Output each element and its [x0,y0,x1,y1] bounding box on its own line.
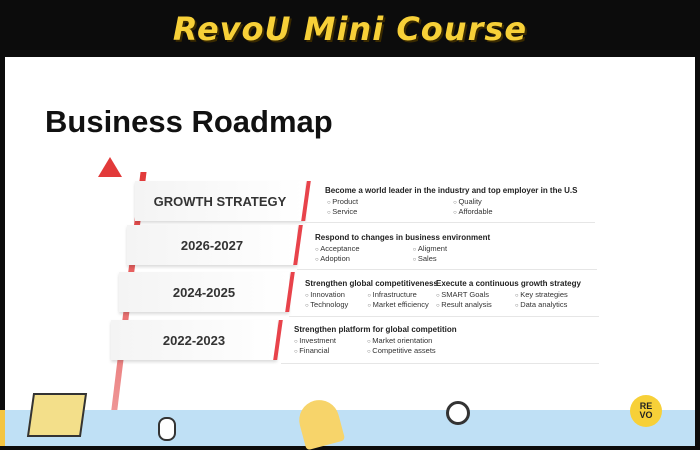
bullet-item: Aligment [413,244,491,253]
course-title: RevoU Mini Course [172,10,528,48]
divider [297,269,597,270]
bullet-item: Competitive assets [367,346,457,355]
arrow-up-icon [98,157,122,177]
step-edge [285,272,295,312]
step-2022-2023: 2022-2023 [111,320,283,360]
bullet-item: Sales [413,254,491,263]
step-growth-strategy: GROWTH STRATEGY [135,181,311,221]
bullet-item: Innovation [305,290,357,299]
divider [281,363,599,364]
footer-illustration-band [5,410,695,446]
bullet-item: Service [327,207,443,216]
left-edge-tab [0,410,5,446]
step-label: 2026-2027 [180,237,244,253]
step-edge [293,225,303,265]
step-edge [301,181,311,221]
desc-heading: Strengthen global competitiveness [305,279,438,288]
divider [305,222,595,223]
logo-text-line1: RE [639,401,653,411]
laptop-icon [26,393,88,437]
bullet-item: Data analytics [515,300,581,309]
desc-2024-2025-b: Execute a continuous growth strategy SMA… [436,279,581,309]
mouse-icon [158,417,176,441]
desc-heading: Become a world leader in the industry an… [325,186,578,195]
presentation-slide: Business Roadmap GROWTH STRATEGY 2026-20… [5,57,695,437]
revou-logo: RE VO [630,395,662,427]
magnifier-icon [446,401,470,425]
divider [289,316,599,317]
bullet-item: Infrastructure [367,290,438,299]
step-label: 2024-2025 [172,284,236,300]
bullet-item: Technology [305,300,357,309]
bullet-item: Affordable [453,207,577,216]
bullet-item: Quality [453,197,577,206]
step-label: GROWTH STRATEGY [153,193,287,209]
step-2024-2025: 2024-2025 [119,272,295,312]
bullet-item: Result analysis [436,300,505,309]
desc-2024-2025-a: Strengthen global competitiveness Innova… [305,279,438,309]
bullet-item: Acceptance [315,244,403,253]
desc-growth-strategy: Become a world leader in the industry an… [325,186,578,216]
desc-heading: Execute a continuous growth strategy [436,279,581,288]
bullet-item: Key strategies [515,290,581,299]
step-edge [273,320,283,360]
desc-2022-2023: Strengthen platform for global competiti… [294,325,457,355]
bullet-item: Market orientation [367,336,457,345]
step-2026-2027: 2026-2027 [127,225,303,265]
bullet-item: Market efficiency [367,300,438,309]
step-label: 2022-2023 [162,332,226,348]
bullet-item: Product [327,197,443,206]
bullet-item: Financial [294,346,357,355]
desc-heading: Respond to changes in business environme… [315,233,491,242]
bullet-item: Investment [294,336,357,345]
slide-title: Business Roadmap [45,104,333,139]
desc-heading: Strengthen platform for global competiti… [294,325,457,334]
desc-2026-2027: Respond to changes in business environme… [315,233,490,263]
bullet-item: SMART Goals [436,290,505,299]
bullet-item: Adoption [315,254,403,263]
logo-text-line2: VO [639,410,653,420]
